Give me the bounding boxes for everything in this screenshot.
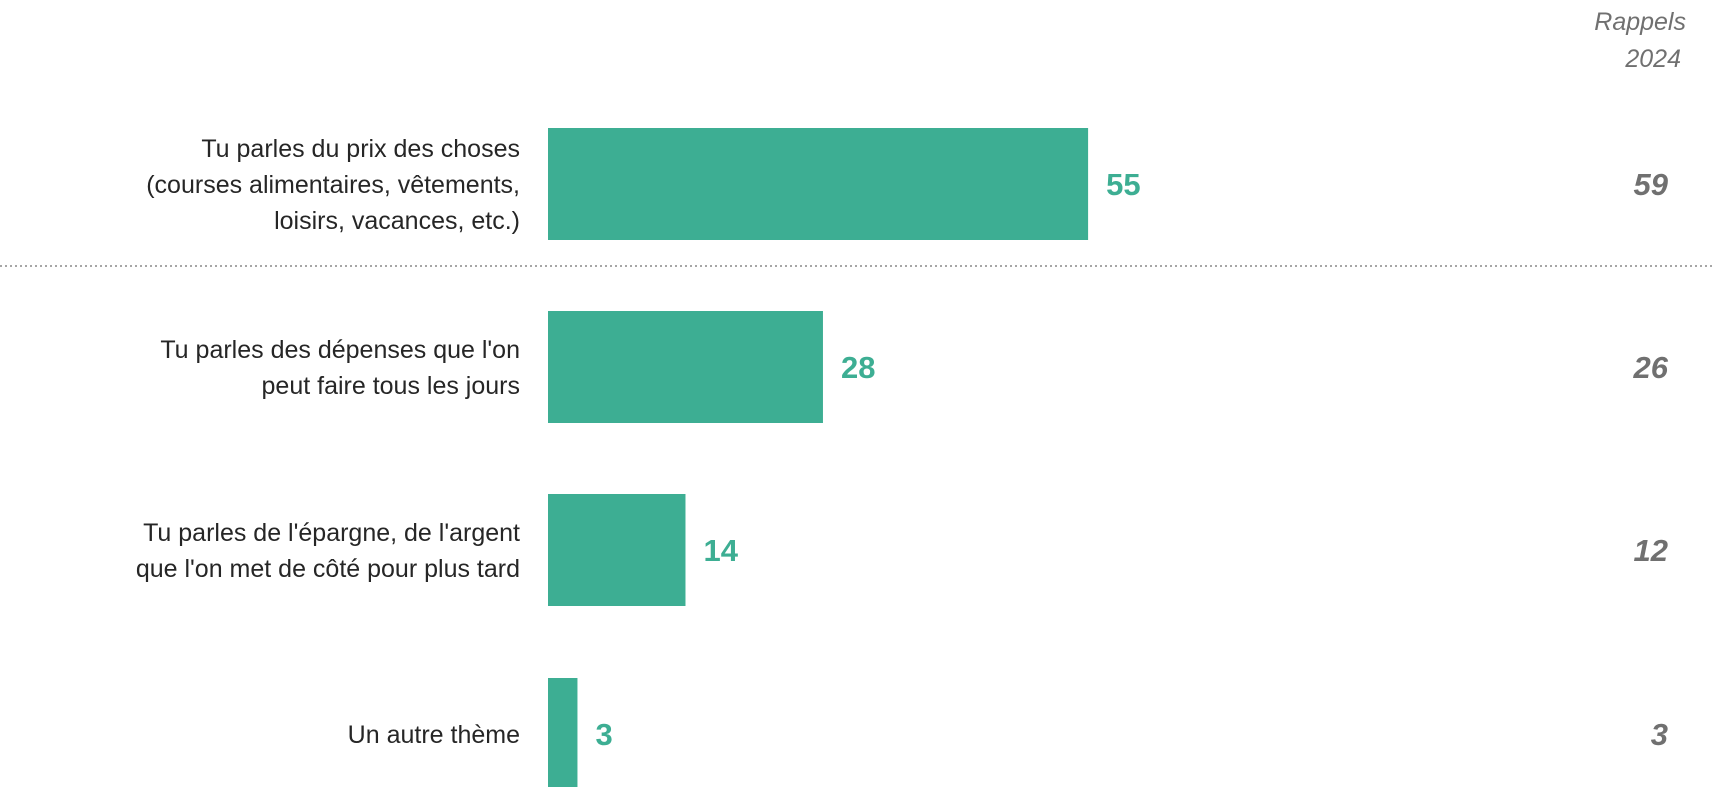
recall-value: 12 xyxy=(1634,533,1668,568)
category-label: Tu parles des dépenses que l'on peut fair… xyxy=(160,336,520,400)
category-label: Tu parles du prix des choses (courses ali… xyxy=(146,135,520,235)
bar xyxy=(548,128,1089,240)
value-label: 55 xyxy=(1106,167,1140,202)
value-label: 14 xyxy=(703,533,738,568)
bar xyxy=(548,311,823,423)
value-label: 28 xyxy=(841,350,875,385)
recall-value: 26 xyxy=(1633,350,1669,385)
recall-header: Rappels 2024 xyxy=(1594,8,1686,73)
category-label: Un autre thème xyxy=(348,721,520,749)
value-label: 3 xyxy=(595,717,612,752)
recall-header-line-1: Rappels xyxy=(1594,8,1686,36)
bar xyxy=(548,494,686,606)
chart-rows: 55 Tu parles du prix des choses (courses a… xyxy=(136,128,1669,787)
category-label: Tu parles de l'épargne, de l'argent que l… xyxy=(136,519,520,583)
bar xyxy=(548,678,578,787)
recall-header-line-2: 2024 xyxy=(1624,45,1681,73)
recall-value: 59 xyxy=(1634,167,1669,202)
recall-value: 3 xyxy=(1651,717,1668,752)
